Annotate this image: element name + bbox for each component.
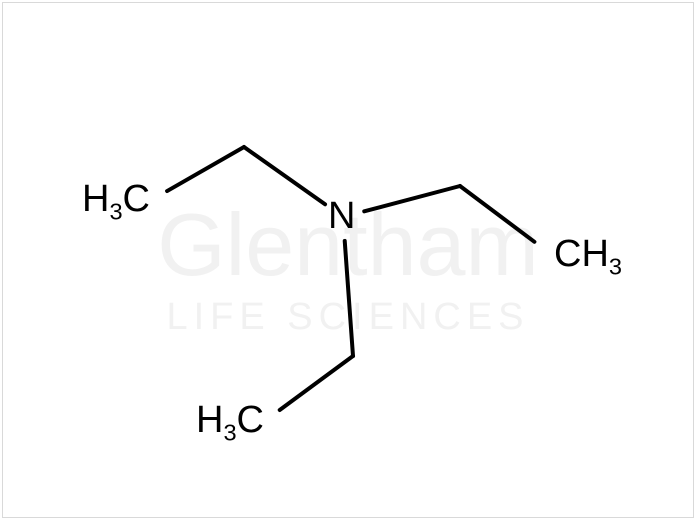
bond <box>167 147 244 191</box>
atom-label-C1b: H3C <box>50 180 150 218</box>
atom-label-C3b: H3C <box>164 401 264 439</box>
atom-label-C2b: CH3 <box>554 235 654 273</box>
canvas: Glentham LIFE SCIENCES NH3CCH3H3C <box>0 0 696 520</box>
bond <box>280 356 353 410</box>
atom-label-N: N <box>328 197 362 235</box>
bond <box>364 186 460 211</box>
bond <box>345 241 353 356</box>
bond <box>460 186 534 242</box>
bond <box>244 147 325 204</box>
